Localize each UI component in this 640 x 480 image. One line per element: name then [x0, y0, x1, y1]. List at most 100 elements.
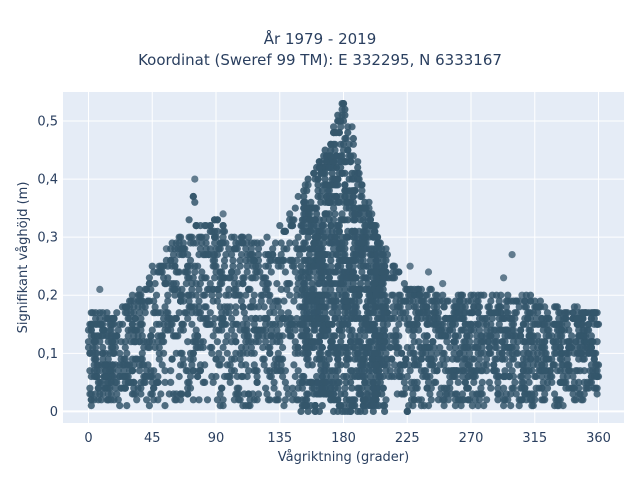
- data-point: [426, 390, 434, 398]
- data-point: [188, 361, 196, 369]
- data-point: [118, 320, 127, 328]
- data-point: [338, 332, 346, 340]
- data-point: [483, 355, 491, 363]
- data-point: [451, 343, 459, 352]
- data-point: [371, 233, 379, 241]
- data-point: [310, 303, 318, 311]
- data-point: [317, 332, 325, 340]
- data-point: [525, 378, 533, 386]
- data-point: [456, 367, 464, 375]
- data-point: [491, 338, 499, 346]
- data-point: [273, 338, 281, 346]
- data-point: [277, 355, 285, 363]
- data-point: [314, 378, 322, 386]
- data-point: [128, 355, 136, 363]
- data-point: [490, 361, 498, 369]
- data-point: [379, 402, 387, 410]
- data-point: [212, 245, 220, 253]
- data-point: [277, 285, 285, 293]
- data-point: [392, 343, 400, 352]
- data-point: [375, 355, 383, 363]
- data-point: [321, 175, 329, 183]
- data-point: [371, 227, 379, 235]
- data-point: [307, 227, 315, 235]
- data-point: [247, 239, 255, 247]
- data-point: [179, 245, 187, 253]
- data-point: [443, 390, 451, 398]
- data-point: [284, 280, 292, 288]
- data-point: [570, 378, 579, 386]
- data-point: [576, 338, 584, 346]
- data-point: [154, 372, 162, 381]
- data-point: [403, 407, 411, 415]
- data-point: [240, 390, 248, 398]
- data-point: [341, 181, 349, 189]
- data-point: [454, 291, 462, 299]
- data-point: [400, 314, 408, 323]
- data-point: [366, 297, 374, 305]
- data-point: [157, 390, 165, 398]
- data-point: [138, 349, 146, 357]
- data-point: [348, 169, 356, 177]
- data-point: [310, 216, 318, 224]
- data-point: [354, 175, 362, 183]
- data-point: [351, 227, 359, 235]
- data-point: [517, 332, 525, 340]
- data-point: [114, 367, 122, 375]
- data-point: [130, 309, 138, 317]
- data-point: [341, 105, 349, 113]
- data-point: [526, 291, 535, 299]
- data-point: [495, 326, 503, 334]
- data-point: [192, 239, 200, 247]
- data-point: [203, 320, 212, 328]
- data-point: [358, 239, 366, 247]
- data-point: [552, 338, 560, 346]
- data-point: [575, 326, 583, 334]
- data-point: [379, 361, 387, 369]
- data-point: [451, 314, 459, 323]
- data-point: [158, 361, 166, 369]
- data-point: [325, 163, 333, 172]
- data-point: [281, 367, 289, 375]
- data-point: [206, 309, 214, 317]
- data-point: [310, 239, 318, 247]
- data-point: [594, 361, 603, 369]
- data-point: [287, 222, 295, 230]
- data-point: [395, 291, 403, 299]
- data-point: [189, 396, 197, 404]
- data-point: [458, 390, 467, 398]
- data-point: [130, 332, 138, 340]
- data-point: [300, 198, 308, 206]
- data-point: [378, 245, 386, 253]
- data-point: [579, 309, 587, 317]
- data-point: [592, 384, 600, 392]
- data-point: [457, 303, 465, 311]
- data-point: [396, 303, 404, 311]
- data-point: [347, 367, 355, 375]
- data-point: [310, 390, 318, 398]
- data-point: [107, 396, 115, 404]
- data-point: [303, 390, 311, 398]
- data-point: [297, 245, 305, 253]
- data-point: [582, 338, 590, 346]
- data-point: [314, 181, 322, 189]
- data-point: [307, 198, 315, 206]
- data-point: [154, 396, 162, 404]
- data-point: [99, 349, 107, 357]
- data-point: [239, 303, 247, 311]
- data-point: [432, 291, 440, 299]
- data-point: [171, 396, 179, 404]
- data-point: [175, 309, 183, 317]
- data-point: [334, 198, 342, 206]
- data-point: [473, 367, 481, 375]
- data-point: [209, 378, 217, 386]
- data-point: [381, 332, 389, 340]
- data-point: [352, 274, 360, 282]
- x-tick-label: 315: [522, 431, 547, 446]
- data-point: [422, 367, 430, 375]
- data-point: [395, 372, 403, 381]
- data-point: [543, 326, 552, 334]
- data-point: [500, 396, 508, 404]
- data-point: [196, 367, 204, 375]
- data-point: [246, 285, 254, 293]
